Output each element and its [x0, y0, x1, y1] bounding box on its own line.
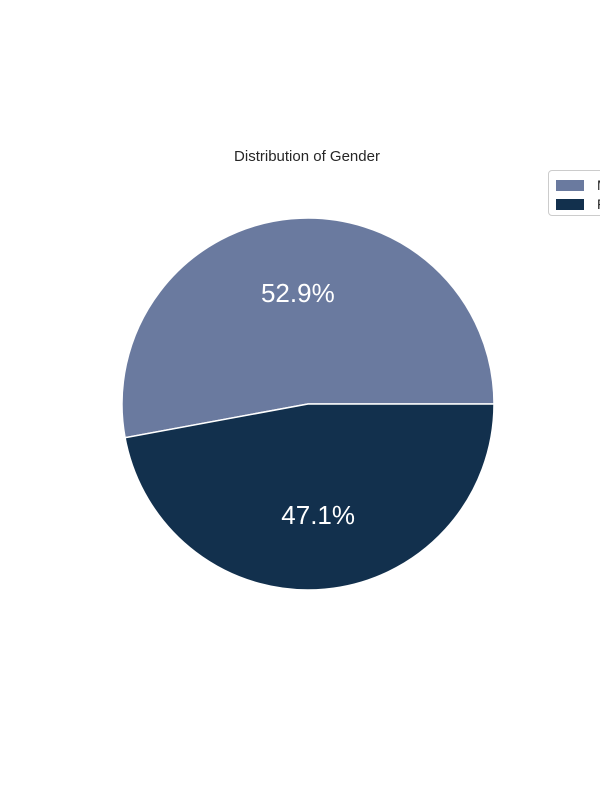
pie-slice-M [121, 217, 495, 439]
slice-label-M: 52.9% [261, 278, 335, 308]
legend-label-1: F [597, 196, 600, 212]
legend-swatch-1 [556, 198, 584, 210]
legend-swatch-0 [556, 179, 584, 191]
legend: M F [548, 170, 600, 216]
pie-slices [121, 217, 495, 591]
chart-title: Distribution of Gender [234, 148, 380, 165]
legend-label-0: M [597, 177, 600, 193]
legend-item-1: F [556, 196, 600, 212]
legend-item-0: M [556, 177, 600, 193]
pie-labels: 52.9% 47.1% [261, 278, 355, 530]
pie-slice-F [124, 403, 495, 591]
slice-label-F: 47.1% [281, 500, 355, 530]
